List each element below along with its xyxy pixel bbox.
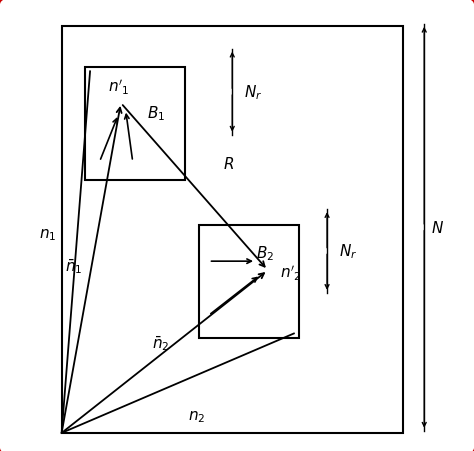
Text: $n_2$: $n_2$ [188, 408, 205, 424]
Text: $\bar{n}_2$: $\bar{n}_2$ [152, 334, 169, 353]
Text: $N_r$: $N_r$ [339, 242, 357, 261]
Bar [85, 68, 185, 180]
Text: $B_2$: $B_2$ [256, 244, 274, 262]
Text: $n'_2$: $n'_2$ [280, 263, 301, 282]
Text: $B_1$: $B_1$ [147, 104, 165, 122]
Text: $N$: $N$ [431, 220, 444, 236]
Bar [199, 226, 299, 338]
Text: $n'_1$: $n'_1$ [108, 78, 129, 97]
Text: $N_r$: $N_r$ [244, 83, 263, 102]
Bar [62, 27, 403, 433]
Text: $\bar{n}_1$: $\bar{n}_1$ [65, 257, 83, 276]
Text: $n_1$: $n_1$ [39, 227, 57, 242]
Text: $R$: $R$ [223, 156, 234, 171]
